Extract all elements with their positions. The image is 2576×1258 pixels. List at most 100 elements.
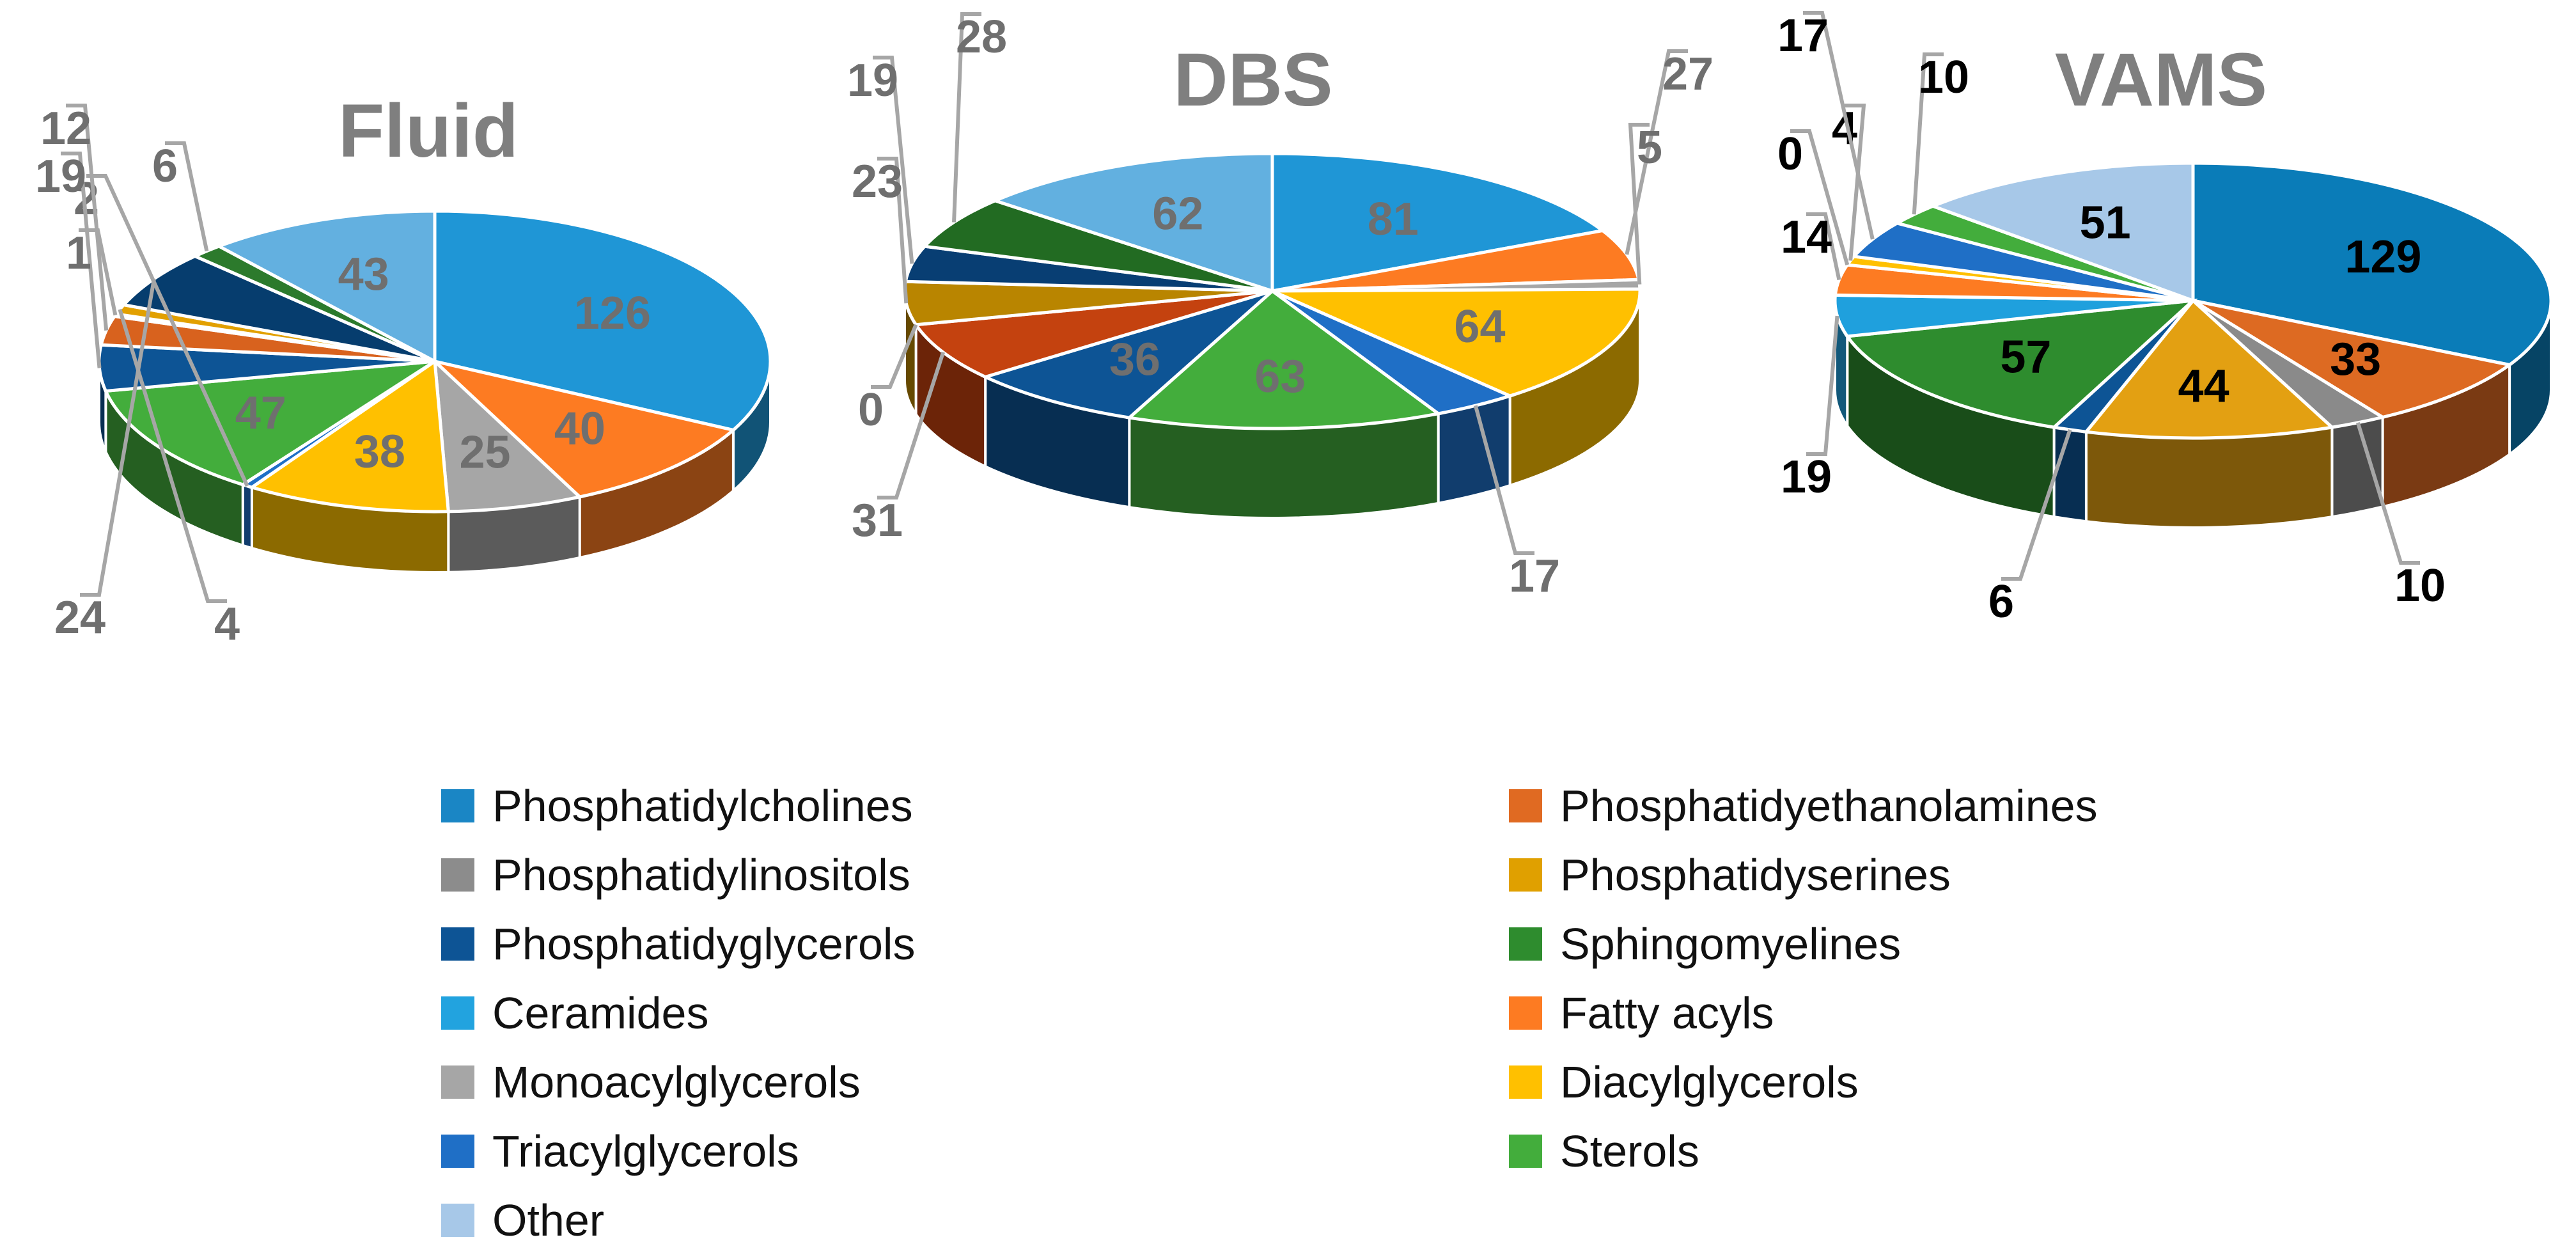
- data-label: 19: [35, 151, 86, 202]
- data-label: 24: [54, 592, 105, 643]
- leader-line: [1790, 129, 1850, 265]
- data-label: 10: [2394, 560, 2446, 611]
- pie-slice-sterols: [103, 359, 436, 487]
- data-label: 31: [852, 495, 903, 546]
- pie-slice-sterols: [1125, 288, 1442, 430]
- leader-line: [877, 157, 909, 304]
- data-label: 36: [1109, 334, 1160, 385]
- chart-title: VAMS: [2055, 38, 2267, 122]
- pie-slice-phosphatidyglycerols: [981, 289, 1274, 420]
- leader-line: [1625, 49, 1688, 255]
- data-label: 0: [858, 384, 884, 436]
- legend-label: Sphingomyelines: [1560, 919, 1901, 969]
- data-label: 19: [847, 55, 898, 106]
- data-label: 40: [554, 403, 605, 454]
- legend-swatch: [1509, 1135, 1542, 1168]
- legend-swatch: [441, 789, 474, 822]
- leader-line: [871, 324, 918, 389]
- data-label: 0: [1777, 129, 1803, 180]
- legend-swatch: [441, 1135, 474, 1168]
- pie-slice-other: [990, 152, 1274, 294]
- data-label: 6: [152, 141, 178, 192]
- data-label: 129: [2345, 232, 2421, 283]
- legend-item: Ceramides: [441, 981, 708, 1045]
- pie-side-walls: [98, 361, 772, 574]
- data-label: 44: [2178, 361, 2229, 412]
- legend-swatch: [441, 1065, 474, 1099]
- pie-side-phosphatidyglycerols: [2052, 425, 2088, 523]
- legend-label: Phosphatidyethanolamines: [1560, 781, 2098, 831]
- legend-swatch: [1509, 996, 1542, 1030]
- pie-slice-monoacylglycerols: [432, 357, 583, 514]
- data-label: 33: [2330, 334, 2381, 385]
- legend-item: Phosphatidyserines: [1509, 843, 1951, 907]
- data-label: 62: [1152, 189, 1203, 240]
- legend-label: Monoacylglycerols: [492, 1057, 861, 1107]
- leader-line: [118, 308, 227, 603]
- data-label: 43: [338, 249, 389, 300]
- leader-line: [1806, 315, 1839, 456]
- legend-label: Phosphatidyserines: [1560, 850, 1951, 900]
- data-label: 1: [66, 228, 91, 279]
- chart-title: DBS: [1173, 38, 1332, 122]
- data-label: 17: [1777, 10, 1829, 61]
- legend-label: Sterols: [1560, 1126, 1699, 1176]
- data-label: 27: [1662, 49, 1713, 100]
- legend-label: Triacylglycerols: [492, 1126, 799, 1176]
- pie-slice-phosphatidylcholines: [1270, 152, 1607, 293]
- leader-line: [873, 56, 914, 264]
- leader-line: [1473, 405, 1534, 555]
- leader-line: [1803, 11, 1875, 240]
- legend-label: Diacylglycerols: [1560, 1057, 1859, 1107]
- leader-line: [1845, 104, 1866, 261]
- data-label: 126: [574, 288, 651, 339]
- legend-item: Sphingomyelines: [1509, 912, 1901, 976]
- data-label: 14: [1781, 212, 1832, 263]
- pie-slice-phosphatidylcholines: [433, 209, 772, 432]
- pie-slice-diacylglycerols: [1271, 287, 1642, 398]
- pie-slice-phosphatidylcholines: [2191, 161, 2553, 367]
- leader-line: [877, 351, 946, 499]
- leader-line: [165, 141, 209, 252]
- pie-chart-dbs: DBS 81 275 64 17 63 36 31 0 23 19 28 62: [847, 12, 1713, 602]
- legend-swatch: [441, 996, 474, 1030]
- leader-line: [66, 104, 109, 331]
- pie-slice-phosphatidyserines: [2083, 298, 2336, 440]
- pie-side-triacylglycerols: [241, 483, 253, 550]
- legend-swatch: [1509, 789, 1542, 822]
- legend-item: Sterols: [1509, 1119, 1699, 1183]
- pie-slice-fatty-acyls: [429, 358, 737, 499]
- legend-item: Phosphatidyethanolamines: [1509, 774, 2098, 838]
- pie-side-walls: [903, 290, 1641, 519]
- legend-item: Diacylglycerols: [1509, 1050, 1859, 1114]
- legend-swatch: [441, 927, 474, 961]
- chart-title: Fluid: [338, 89, 519, 173]
- legend-item: Phosphatidylcholines: [441, 774, 913, 838]
- leader-line: [2355, 421, 2420, 565]
- pie-side-phosphatidyserines: [2084, 425, 2334, 529]
- pie-slice-phosphatidyethanolamines: [2192, 299, 2514, 420]
- data-label: 23: [852, 156, 903, 207]
- legend-item: Other: [441, 1188, 604, 1252]
- leader-line: [61, 152, 102, 368]
- legend-swatch: [1509, 927, 1542, 961]
- data-label: 6: [1988, 576, 2014, 627]
- data-label: 47: [235, 388, 286, 439]
- legend-label: Other: [492, 1195, 605, 1245]
- leader-line: [79, 228, 118, 316]
- data-label: 25: [459, 427, 510, 478]
- data-label: 63: [1254, 351, 1306, 402]
- legend-swatch: [1509, 858, 1542, 892]
- legend-item: Fatty acyls: [1509, 981, 1774, 1045]
- pie-slice-diacylglycerols: [248, 358, 451, 514]
- pie-side-phosphatidylinositols: [2330, 415, 2384, 519]
- data-label: 38: [354, 427, 405, 478]
- pie-slice-sphingomyelines: [1844, 298, 2198, 429]
- leader-line: [1806, 212, 1841, 281]
- data-label: 28: [956, 12, 1007, 63]
- pie-slice-other: [215, 209, 437, 365]
- data-label: 17: [1509, 551, 1560, 602]
